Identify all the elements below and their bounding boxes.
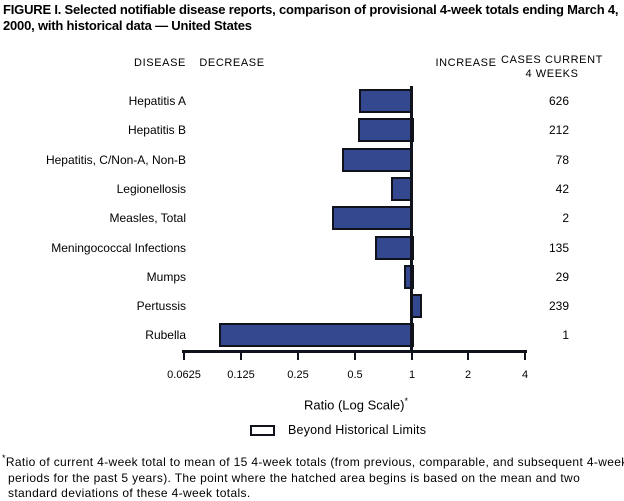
disease-label: Pertussis	[136, 299, 186, 313]
x-axis-tick	[183, 352, 185, 360]
cases-current-value: 1	[562, 328, 569, 342]
disease-label: Mumps	[146, 270, 186, 284]
x-axis-tick-label: 4	[521, 369, 529, 381]
disease-label: Hepatitis, C/Non-A, Non-B	[45, 153, 186, 167]
x-axis-tick	[297, 352, 299, 360]
column-header-disease: DISEASE	[134, 57, 186, 69]
legend-label: Beyond Historical Limits	[288, 423, 427, 437]
x-axis-tick-label: 0.5	[347, 369, 363, 381]
x-axis-title-asterisk: *	[404, 396, 408, 406]
x-axis-title: Ratio (Log Scale)*	[256, 396, 456, 412]
disease-label: Hepatitis A	[128, 94, 186, 108]
x-axis-tick-label: 2	[464, 369, 472, 381]
footnote-text: Ratio of current 4-week total to mean of…	[5, 455, 624, 500]
cases-current-value: 212	[548, 123, 569, 137]
ratio-bar	[342, 148, 413, 172]
x-axis-tick-label: 0.25	[287, 369, 309, 381]
x-axis-tick	[467, 352, 469, 360]
cases-current-value: 78	[555, 153, 569, 167]
disease-label: Rubella	[145, 328, 186, 342]
footnote-asterisk: *	[2, 453, 6, 463]
x-axis-tick	[240, 352, 242, 360]
cases-current-value: 42	[555, 182, 569, 196]
footnote: *Ratio of current 4-week total to mean o…	[2, 451, 624, 501]
baseline-ratio-1	[410, 86, 413, 352]
cases-current-value: 135	[548, 241, 569, 255]
ratio-bar	[359, 89, 413, 113]
x-axis-tick	[411, 352, 413, 360]
column-header-cases-line1: CASES CURRENT	[501, 54, 603, 66]
x-axis-tick-label: 0.0625	[167, 369, 201, 381]
x-axis-tick	[524, 352, 526, 360]
cases-current-value: 29	[555, 270, 569, 284]
ratio-bar	[219, 323, 414, 347]
ratio-bar	[332, 206, 413, 230]
ratio-bar	[375, 236, 414, 260]
x-axis-tick-label: 0.125	[227, 369, 255, 381]
disease-label: Meningococcal Infections	[51, 241, 186, 255]
column-header-increase: INCREASE	[435, 57, 497, 69]
column-header-decrease: DECREASE	[199, 57, 265, 69]
x-axis-tick-label: 1	[408, 369, 416, 381]
legend-swatch-beyond-historical-limits	[250, 424, 275, 436]
x-axis-tick	[354, 352, 356, 360]
disease-label: Measles, Total	[109, 211, 186, 225]
column-header-cases: CASES CURRENT 4 WEEKS	[501, 53, 603, 81]
legend: Beyond Historical Limits	[250, 423, 426, 437]
disease-label: Legionellosis	[116, 182, 186, 196]
ratio-bar	[404, 265, 414, 289]
x-axis-title-text: Ratio (Log Scale)	[304, 397, 405, 413]
figure-title: FIGURE I. Selected notifiable disease re…	[3, 2, 619, 33]
cases-current-value: 626	[548, 94, 569, 108]
column-header-cases-line2: 4 WEEKS	[525, 68, 579, 80]
x-axis-line	[182, 350, 527, 353]
cases-current-value: 2	[562, 211, 569, 225]
disease-label: Hepatitis B	[127, 123, 186, 137]
cases-current-value: 239	[548, 299, 569, 313]
ratio-bar	[358, 118, 414, 142]
